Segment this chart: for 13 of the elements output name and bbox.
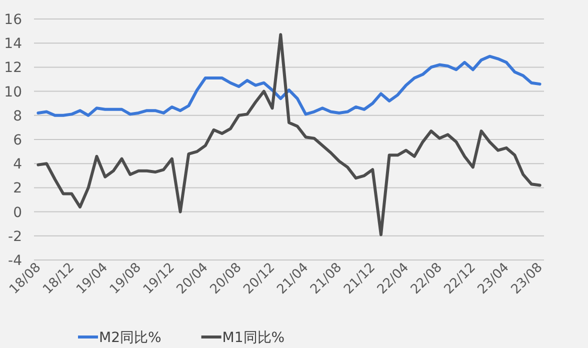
y-tick-label: 6: [13, 132, 22, 148]
y-tick-label: -4: [8, 253, 22, 269]
legend-label: M1同比%: [222, 330, 285, 346]
y-tick-label: 8: [13, 108, 22, 124]
y-tick-label: 4: [13, 156, 22, 173]
y-tick-label: -2: [8, 228, 22, 245]
y-tick-label: 0: [13, 204, 22, 221]
y-tick-label: 12: [4, 60, 22, 76]
y-tick-label: 10: [4, 84, 22, 100]
y-tick-label: 14: [4, 36, 22, 52]
legend-label: M2同比%: [99, 330, 162, 346]
y-tick-label: 2: [13, 180, 22, 197]
y-tick-label: 16: [4, 12, 22, 28]
